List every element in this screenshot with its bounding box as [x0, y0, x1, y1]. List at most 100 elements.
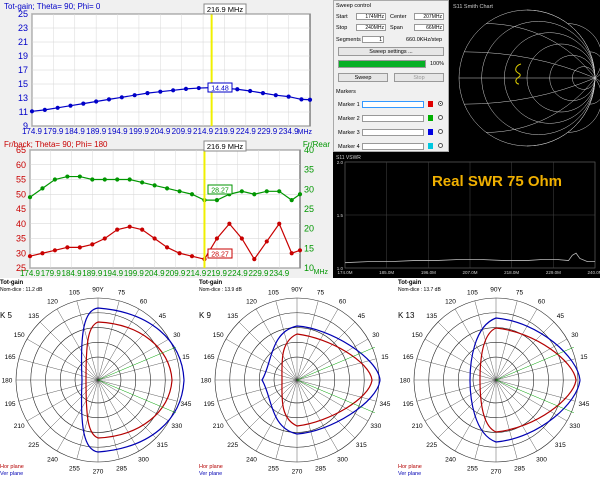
sweep-control-title: Sweep control	[336, 3, 371, 9]
data-point	[214, 236, 220, 241]
x-tick-label: 229.9	[257, 127, 278, 136]
polar-beam-line	[296, 346, 375, 381]
swr-x-tick-label: 174.0M	[337, 270, 352, 275]
polar-legend-ver: Ver plane	[199, 471, 222, 477]
polar-angle-label: 30	[372, 332, 380, 339]
polar-spoke	[97, 379, 140, 452]
data-point	[106, 97, 112, 102]
marker-2-input[interactable]	[362, 115, 424, 122]
polar-spoke	[296, 300, 319, 381]
smith-chart-title: S11 Smith Chart	[453, 4, 493, 10]
polar-angle-label: 345	[180, 401, 191, 408]
data-point	[227, 221, 232, 226]
x-tick-label: 214.9	[186, 269, 207, 278]
polar-spoke	[495, 379, 555, 439]
polar-spoke	[495, 300, 518, 381]
data-point	[77, 245, 82, 250]
center-input[interactable]: 207MHz	[414, 13, 444, 20]
polar-angle-label: 330	[569, 423, 580, 430]
polar-id: K 9	[199, 311, 212, 320]
polar-legend-hor: Hor plane	[199, 464, 223, 470]
stop-button[interactable]: Stop	[394, 73, 444, 82]
marker-3-color-swatch[interactable]	[428, 129, 433, 135]
data-point	[289, 198, 294, 203]
marker-1-label: Marker 1	[338, 102, 360, 108]
y-tick-label-right: 40	[304, 145, 314, 155]
polar-beam-line	[296, 379, 375, 414]
polar-angle-label: 240	[47, 456, 58, 463]
y-tick-label: 25	[16, 263, 26, 273]
data-point	[164, 245, 170, 250]
data-point	[77, 174, 82, 179]
polar-hor-plane-pattern	[281, 333, 373, 427]
x-tick-label: 224.9	[236, 127, 257, 136]
marker-4-input[interactable]	[362, 143, 424, 150]
marker-1-radio[interactable]	[438, 101, 443, 106]
sweep-button[interactable]: Sweep	[338, 73, 388, 82]
polar-spoke	[275, 379, 298, 460]
polar-angle-label: 255	[69, 465, 80, 472]
x-tick-label: 184.9	[65, 127, 86, 136]
polar-angle-label: 30	[571, 332, 579, 339]
data-point	[152, 183, 157, 188]
segments-label: Segments	[336, 37, 361, 43]
y-tick-label: 19	[18, 51, 28, 61]
data-point	[52, 177, 58, 182]
polar-angle-label: 120	[47, 299, 58, 306]
polar-angle-label: 60	[140, 299, 148, 306]
data-point	[177, 189, 182, 194]
y-tick-label-right: 20	[304, 224, 314, 234]
polar-angle-label: 105	[268, 290, 279, 297]
polar-spoke	[296, 358, 377, 381]
data-point	[115, 227, 120, 232]
polar-angle-label: 180	[201, 378, 212, 385]
data-point	[81, 101, 86, 106]
polar-angle-label: 315	[356, 442, 367, 449]
swr-small-title: S11 VSWR	[336, 155, 361, 161]
marker-2-color-swatch[interactable]	[428, 115, 433, 121]
gain-value-readout: 14.48	[211, 86, 229, 93]
x-tick-label: 189.9	[82, 269, 103, 278]
y-tick-label: 11	[19, 107, 28, 117]
data-point	[286, 94, 291, 99]
x-tick-label: 204.9	[150, 127, 171, 136]
polar-angle-label: 255	[467, 465, 478, 472]
span-input[interactable]: 66MHz	[414, 24, 444, 31]
polar-legend-ver: Ver plane	[0, 471, 23, 477]
polar-angle-label: 195	[204, 401, 215, 408]
y-tick-label: 65	[16, 145, 26, 155]
swr-x-tick-label: 229.0M	[546, 270, 561, 275]
marker-3-radio[interactable]	[438, 129, 443, 134]
polar-angle-label: 15	[381, 354, 389, 361]
polar-plot-k13: 90Y 105 75 120 60 135 45 150 30 165 15 180 195 345 210…	[398, 280, 590, 477]
stop-input[interactable]: 240MHz	[356, 24, 386, 31]
polar-spoke	[437, 379, 497, 439]
polar-angle-label: 90Y	[291, 287, 303, 294]
polar-spoke	[217, 379, 298, 402]
y-tick-label-right: 25	[304, 204, 314, 214]
polar-angle-label: 180	[400, 378, 411, 385]
polar-id: K 13	[398, 311, 415, 320]
marker-2-radio[interactable]	[438, 115, 443, 120]
marker-4-radio[interactable]	[438, 143, 443, 148]
swr-x-tick-label: 207.0M	[462, 270, 477, 275]
sweep-progress-fill	[339, 61, 425, 67]
sweep-settings-button[interactable]: Sweep settings ...	[338, 47, 444, 56]
marker-1-input[interactable]	[362, 101, 424, 108]
start-input[interactable]: 174MHz	[356, 13, 386, 20]
polar-angle-label: 270	[491, 469, 502, 476]
polar-spoke	[238, 379, 298, 439]
marker-4-color-swatch[interactable]	[428, 143, 433, 149]
data-point	[277, 221, 282, 226]
x-tick-label: 194.9	[103, 269, 124, 278]
polar-spoke	[416, 379, 497, 402]
polar-angle-label: 165	[403, 354, 414, 361]
segments-input[interactable]: 1	[362, 36, 384, 43]
marker-3-input[interactable]	[362, 129, 424, 136]
gain-x-unit: MHz	[298, 129, 313, 136]
x-tick-label: 234.9	[269, 269, 290, 278]
marker-4-label: Marker 4	[338, 144, 360, 150]
marker-1-color-swatch[interactable]	[428, 101, 433, 107]
front-back-x-unit: MHz	[314, 269, 329, 276]
